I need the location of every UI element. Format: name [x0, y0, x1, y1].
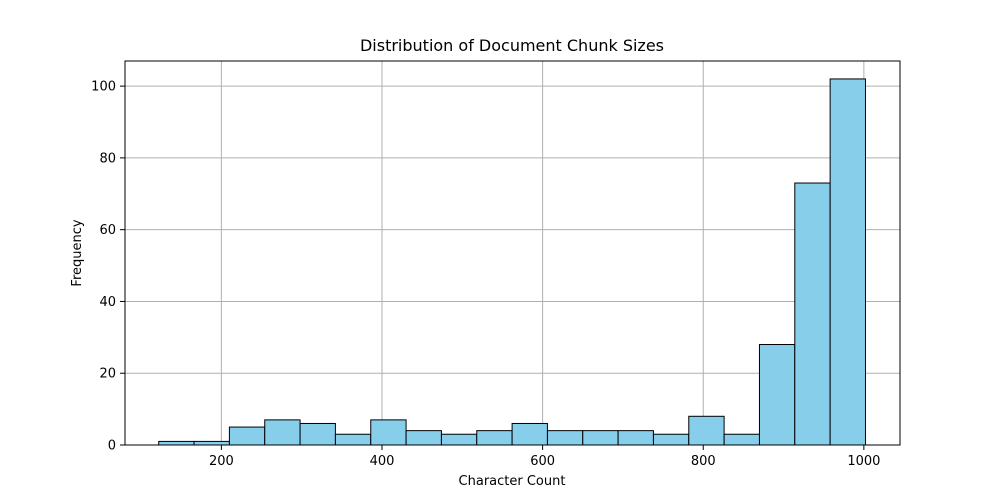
histogram-bar-0 [158, 440, 195, 446]
histogram-bar-17 [758, 344, 796, 446]
histogram-bar-16 [723, 433, 760, 446]
histogram-bar-7 [405, 430, 442, 446]
y-tick-label: 0 [108, 439, 116, 454]
histogram-bar-11 [546, 430, 584, 446]
histogram-bar-3 [264, 419, 301, 446]
histogram-bar-9 [476, 430, 513, 446]
histogram-bar-2 [228, 426, 266, 446]
x-tick-label: 600 [530, 454, 555, 469]
histogram-bar-18 [794, 182, 831, 446]
histogram-bar-5 [334, 433, 372, 446]
histogram-bar-4 [299, 422, 336, 446]
y-tick-label: 80 [99, 151, 116, 166]
y-axis-ticks: 0 20 40 60 80 100 [91, 80, 125, 454]
histogram-bar-14 [652, 433, 690, 446]
x-axis-label: Character Count [459, 474, 566, 489]
y-tick-label: 100 [91, 80, 116, 95]
x-axis-ticks: 200 400 600 800 1000 [209, 445, 880, 469]
x-tick-label: 400 [370, 454, 395, 469]
plot-frame [124, 60, 901, 446]
histogram-bar-8 [440, 433, 478, 446]
chart-title: Distribution of Document Chunk Sizes [360, 36, 664, 55]
x-tick-label: 1000 [847, 454, 880, 469]
histogram-bar-13 [617, 430, 654, 446]
y-tick-label: 60 [99, 223, 116, 238]
histogram-bar-10 [511, 422, 548, 446]
histogram-bar-12 [582, 430, 619, 446]
histogram-bar-6 [370, 419, 407, 446]
histogram-bar-1 [193, 440, 230, 446]
histogram-bar-19 [829, 78, 866, 446]
x-tick-label: 800 [691, 454, 716, 469]
histogram-bar-15 [688, 415, 725, 446]
x-tick-label: 200 [209, 454, 234, 469]
y-tick-label: 20 [99, 367, 116, 382]
histogram-bars [158, 78, 866, 446]
y-axis-label: Frequency [70, 219, 85, 286]
y-tick-label: 40 [99, 295, 116, 310]
